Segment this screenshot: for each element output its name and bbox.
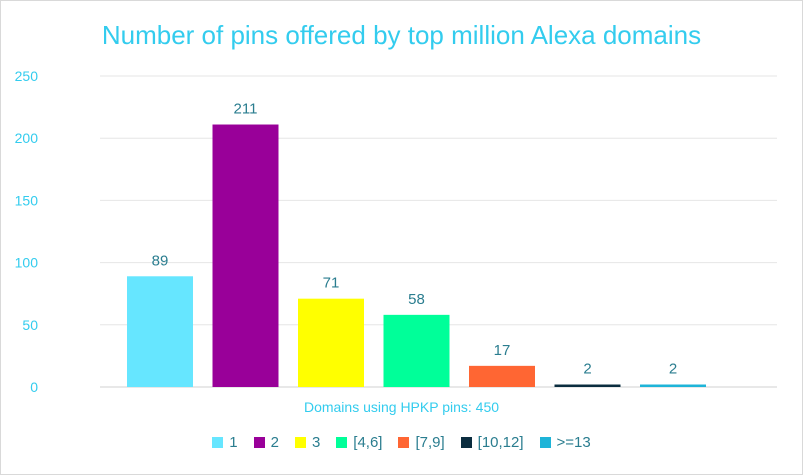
legend-label: 1 bbox=[229, 434, 238, 451]
data-labels: 89 211 71 58 17 2 2 bbox=[152, 101, 678, 378]
legend-swatch bbox=[539, 437, 551, 448]
legend-label: [10,12] bbox=[477, 434, 524, 451]
legend-swatch bbox=[398, 437, 410, 448]
bar-4 bbox=[383, 314, 450, 387]
legend-item-7: >=13 bbox=[539, 434, 591, 451]
y-axis-ticks: 0 50 100 150 200 250 bbox=[15, 68, 39, 395]
data-label-2: 211 bbox=[234, 101, 258, 118]
bar-3 bbox=[298, 298, 364, 387]
legend-label: [4,6] bbox=[353, 434, 383, 451]
bar-5 bbox=[469, 365, 535, 387]
bar-2 bbox=[212, 124, 279, 388]
legend-swatch bbox=[253, 437, 265, 448]
data-label-7: 2 bbox=[669, 361, 677, 378]
data-label-5: 17 bbox=[494, 342, 511, 359]
legend-swatch bbox=[294, 437, 306, 448]
legend-item-2: 2 bbox=[253, 434, 279, 451]
y-tick-label: 200 bbox=[15, 130, 39, 146]
bar-6 bbox=[554, 384, 621, 387]
y-tick-label: 250 bbox=[15, 68, 39, 84]
y-tick-label: 100 bbox=[15, 255, 39, 271]
bar-7 bbox=[640, 384, 706, 387]
x-axis-label: Domains using HPKP pins: 450 bbox=[303, 399, 500, 415]
y-tick-label: 150 bbox=[15, 192, 39, 208]
legend-item-4: [4,6] bbox=[336, 434, 382, 451]
legend-label: [7,9] bbox=[415, 434, 445, 451]
legend-item-1: 1 bbox=[212, 434, 238, 451]
chart-title: Number of pins offered by top million Al… bbox=[101, 20, 702, 50]
legend-label: 2 bbox=[270, 434, 279, 451]
legend-item-5: [7,9] bbox=[398, 434, 445, 451]
legend-item-6: [10,12] bbox=[460, 434, 524, 451]
data-label-4: 58 bbox=[408, 291, 425, 308]
bar-1 bbox=[127, 276, 193, 387]
bars bbox=[127, 124, 706, 388]
legend-label: >=13 bbox=[556, 434, 591, 451]
data-label-3: 71 bbox=[323, 275, 340, 292]
legend-swatch bbox=[212, 437, 224, 448]
legend: 1 2 3 [4,6] [7,9] [10,12] >=13 bbox=[0, 434, 803, 451]
legend-item-3: 3 bbox=[294, 434, 321, 451]
data-label-6: 2 bbox=[583, 361, 591, 378]
legend-swatch bbox=[336, 437, 348, 448]
legend-label: 3 bbox=[311, 434, 321, 451]
legend-swatch bbox=[460, 437, 472, 448]
data-label-1: 89 bbox=[152, 252, 169, 269]
y-tick-label: 50 bbox=[22, 317, 38, 333]
y-tick-label: 0 bbox=[30, 379, 38, 395]
